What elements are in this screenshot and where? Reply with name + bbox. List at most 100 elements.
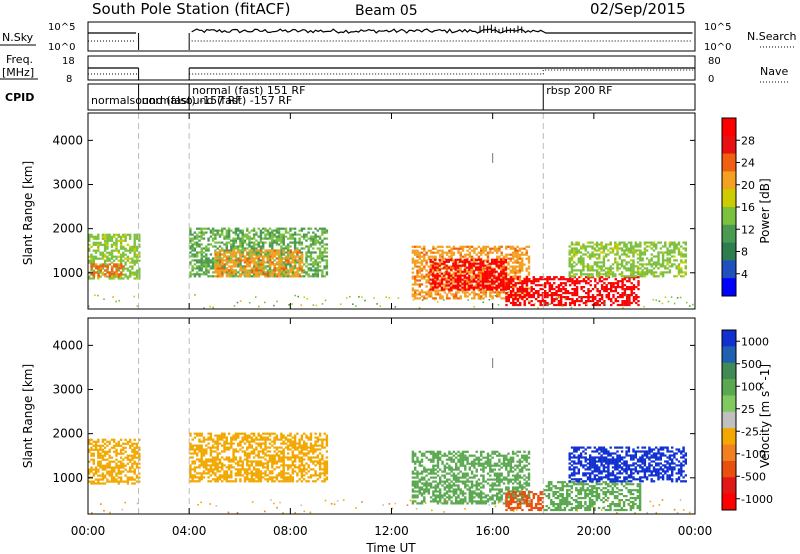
- echo-cell: [470, 269, 474, 272]
- echo-cell: [586, 269, 590, 272]
- echo-cell: [271, 456, 274, 459]
- echo-cell: [277, 243, 281, 246]
- echo-cell: [239, 273, 242, 276]
- echo-cell: [582, 265, 585, 268]
- echo-cell: [528, 296, 531, 299]
- echo-cell: [211, 456, 215, 459]
- echo-cell: [296, 474, 299, 477]
- echo-cell: [113, 263, 116, 266]
- echo-cell: [505, 279, 508, 282]
- echo-cell: [511, 295, 515, 298]
- echo-cell: [214, 235, 217, 238]
- echo-cell: [227, 456, 231, 459]
- echo-cell: [625, 294, 627, 296]
- echo-cell: [459, 280, 462, 283]
- echo-cell: [138, 452, 141, 455]
- echo-cell: [484, 293, 487, 296]
- echo-cell: [523, 301, 526, 305]
- echo-cell: [92, 448, 95, 451]
- echo-cell: [271, 269, 274, 272]
- echo-cell: [250, 271, 254, 274]
- echo-cell: [546, 292, 549, 295]
- echo-cell: [252, 472, 256, 475]
- echo-cell: [300, 460, 304, 463]
- echo-cell: [243, 472, 247, 475]
- echo-cell: [200, 257, 203, 260]
- echo-cell: [262, 436, 265, 439]
- echo-cell: [620, 259, 624, 262]
- echo-cell: [507, 294, 510, 297]
- echo-cell: [521, 290, 524, 293]
- echo-cell: [241, 241, 244, 244]
- echo-cell: [452, 262, 455, 265]
- echo-cell: [200, 263, 203, 266]
- echo-cell: [205, 253, 208, 256]
- echo-cell: [570, 267, 574, 270]
- echo-cell: [205, 458, 208, 461]
- echo-cell: [573, 290, 576, 293]
- echo-cell: [511, 261, 515, 264]
- echo-cell: [316, 269, 319, 272]
- echo-cell: [593, 249, 596, 252]
- echo-cell: [416, 283, 419, 286]
- echo-cell: [449, 278, 453, 281]
- echo-cell: [250, 460, 253, 463]
- echo-cell: [294, 294, 296, 297]
- echo-cell: [193, 235, 197, 238]
- echo-cell: [97, 468, 100, 471]
- noise-tick-bottom: 10^0: [48, 42, 75, 53]
- echo-cell: [230, 271, 233, 274]
- echo-cell: [113, 249, 116, 252]
- echo-cell: [318, 237, 322, 240]
- echo-cell: [266, 249, 270, 252]
- echo-cell: [316, 271, 319, 274]
- echo-cell: [425, 279, 428, 282]
- echo-cell: [505, 284, 508, 287]
- echo-cell: [228, 271, 231, 274]
- echo-cell: [618, 243, 621, 246]
- echo-cell: [189, 444, 192, 447]
- echo-cell: [230, 446, 233, 449]
- echo-cell: [658, 300, 661, 303]
- echo-cell: [293, 261, 297, 264]
- echo-cell: [248, 466, 251, 469]
- echo-cell: [205, 259, 208, 262]
- echo-cell: [364, 299, 366, 302]
- echo-cell: [484, 264, 487, 267]
- echo-cell: [260, 265, 263, 268]
- echo-cell: [284, 464, 288, 467]
- echo-cell: [514, 247, 517, 250]
- echo-cell: [589, 253, 592, 256]
- echo-cell: [205, 448, 208, 451]
- echo-cell: [101, 233, 105, 236]
- echo-cell: [550, 301, 554, 305]
- echo-cell: [298, 257, 301, 260]
- echo-cell: [464, 295, 467, 298]
- echo-cell: [477, 297, 481, 300]
- echo-cell: [303, 233, 306, 236]
- echo-cell: [207, 265, 210, 268]
- echo-cell: [252, 460, 256, 463]
- echo-cell: [246, 462, 249, 465]
- echo-cell: [262, 452, 265, 455]
- echo-cell: [475, 258, 478, 261]
- echo-cell: [519, 290, 522, 293]
- echo-cell: [436, 293, 440, 296]
- echo-cell: [582, 280, 586, 283]
- echo-cell: [473, 251, 476, 254]
- echo-cell: [106, 470, 109, 473]
- echo-cell: [614, 247, 617, 250]
- echo-cell: [196, 237, 199, 240]
- echo-cell: [325, 229, 329, 232]
- echo-cell: [257, 273, 260, 276]
- echo-cell: [259, 253, 263, 256]
- echo-cell: [468, 293, 471, 296]
- echo-cell: [598, 249, 601, 252]
- echo-cell: [480, 247, 483, 250]
- echo-cell: [135, 257, 139, 260]
- echo-cell: [416, 245, 419, 248]
- echo-cell: [429, 251, 433, 254]
- echo-cell: [605, 247, 608, 250]
- echo-cell: [594, 280, 597, 283]
- echo-cell: [570, 257, 574, 260]
